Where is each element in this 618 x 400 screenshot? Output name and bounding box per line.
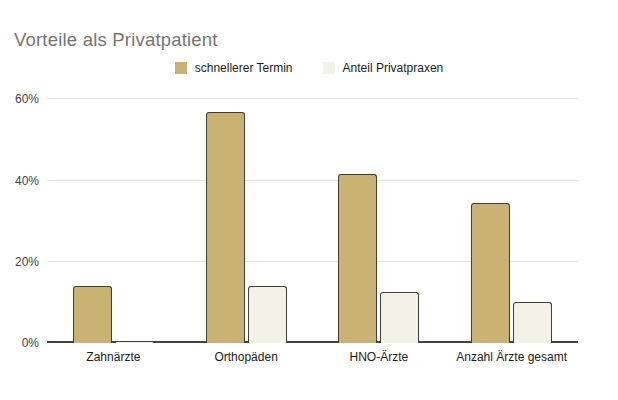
bar-anteil-privatpraxen-zahn-rzte[interactable] bbox=[115, 341, 154, 343]
chart-canvas: Vorteile als Privatpatient schnellerer T… bbox=[0, 0, 618, 400]
legend-item-anteil-privatpraxen[interactable]: Anteil Privatpraxen bbox=[323, 61, 444, 75]
y-axis: 0%20%40%60% bbox=[0, 79, 42, 343]
y-axis-tick-label: 40% bbox=[15, 174, 39, 188]
bar-schnellerer-termin-anzahl-rzte-gesamt[interactable] bbox=[471, 203, 510, 343]
bar-groups bbox=[47, 79, 578, 343]
bar-schnellerer-termin-orthop-den[interactable] bbox=[206, 112, 245, 344]
legend-label: schnellerer Termin bbox=[195, 61, 293, 75]
bar-anteil-privatpraxen-orthop-den[interactable] bbox=[248, 286, 287, 343]
bar-group-zahn-rzte bbox=[47, 79, 180, 343]
y-axis-tick-label: 0% bbox=[22, 336, 39, 350]
chart-title: Vorteile als Privatpatient bbox=[14, 29, 218, 51]
legend-swatch bbox=[323, 62, 335, 74]
y-axis-tick-label: 60% bbox=[15, 92, 39, 106]
y-axis-tick-label: 20% bbox=[15, 255, 39, 269]
x-axis-label-anzahl-rzte-gesamt: Anzahl Ärzte gesamt bbox=[445, 350, 578, 364]
legend-item-schnellerer-termin[interactable]: schnellerer Termin bbox=[175, 61, 293, 75]
bar-anteil-privatpraxen-anzahl-rzte-gesamt[interactable] bbox=[513, 302, 552, 343]
bar-anteil-privatpraxen-hno-rzte[interactable] bbox=[380, 292, 419, 343]
bar-schnellerer-termin-zahn-rzte[interactable] bbox=[73, 286, 112, 343]
legend-swatch bbox=[175, 62, 187, 74]
bar-group-orthop-den bbox=[180, 79, 313, 343]
x-axis-labels: ZahnärzteOrthopädenHNO-ÄrzteAnzahl Ärzte… bbox=[47, 350, 578, 364]
bar-schnellerer-termin-hno-rzte[interactable] bbox=[338, 174, 377, 343]
x-axis-label-orthop-den: Orthopäden bbox=[180, 350, 313, 364]
legend-label: Anteil Privatpraxen bbox=[343, 61, 444, 75]
bar-group-hno-rzte bbox=[313, 79, 446, 343]
x-axis-label-zahn-rzte: Zahnärzte bbox=[47, 350, 180, 364]
x-axis-label-hno-rzte: HNO-Ärzte bbox=[313, 350, 446, 364]
bar-group-anzahl-rzte-gesamt bbox=[445, 79, 578, 343]
plot-area bbox=[47, 79, 578, 343]
legend: schnellerer Termin Anteil Privatpraxen bbox=[0, 61, 618, 75]
